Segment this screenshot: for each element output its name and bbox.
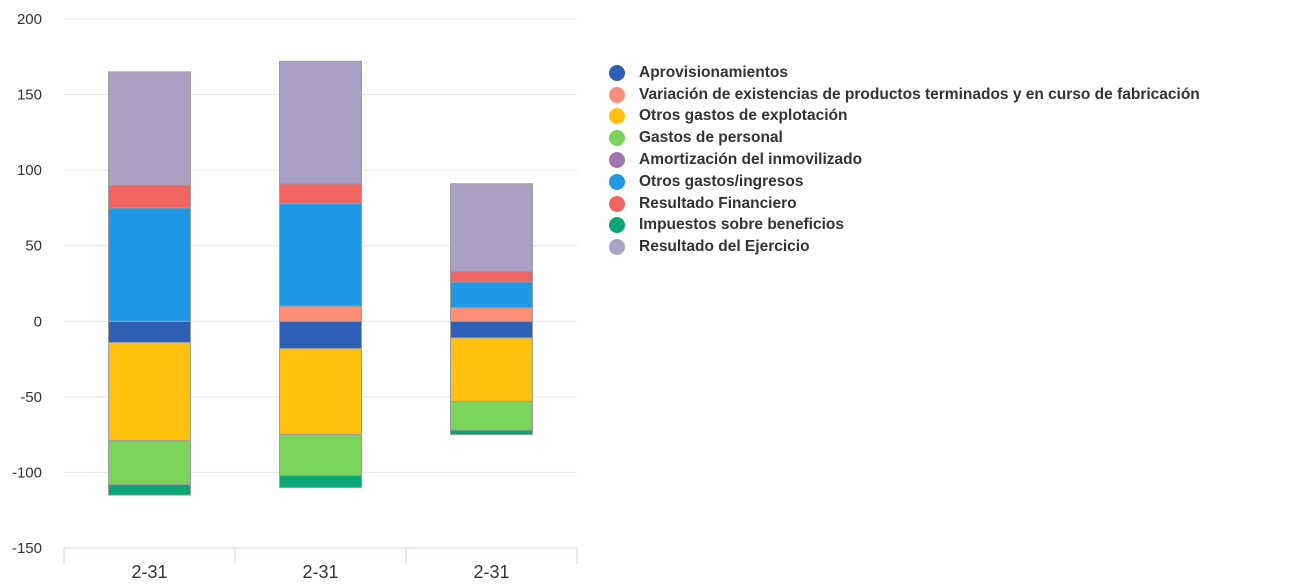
legend: Aprovisionamientos Variación de existenci… [609,62,1309,258]
legend-label: Aprovisionamientos [639,63,788,81]
legend-item[interactable]: Gastos de personal [609,127,1309,149]
legend-swatch [609,86,625,103]
legend-swatch [609,217,625,234]
x-tick-label: 2-31 [473,562,509,581]
legend-label: Amortización del inmovilizado [639,151,863,169]
bar-segment[interactable] [279,434,362,476]
bar-segment[interactable] [450,337,533,402]
bar-segment[interactable] [108,71,191,186]
x-tick-label: 2-31 [302,562,338,581]
legend-swatch [609,108,625,125]
legend-item[interactable]: Variación de existencias de productos te… [609,84,1309,106]
legend-swatch [609,239,625,256]
legend-label: Resultado del Ejercicio [639,238,810,256]
legend-item[interactable]: Otros gastos de explotación [609,106,1309,128]
bar-segment[interactable] [450,429,533,436]
y-tick-label: 100 [17,162,42,179]
legend-label: Resultado Financiero [639,194,797,212]
legend-swatch [609,173,625,190]
bar-segment[interactable] [450,320,533,339]
legend-label: Gastos de personal [639,129,783,147]
y-tick-label: -50 [20,389,42,406]
bars [108,60,533,496]
legend-item[interactable]: Aprovisionamientos [609,62,1309,84]
legend-swatch [609,64,625,81]
bar-segment[interactable] [450,183,533,272]
legend-item[interactable]: Amortización del inmovilizado [609,149,1309,171]
legend-item[interactable]: Otros gastos/ingresos [609,171,1309,193]
bar-segment[interactable] [279,60,362,185]
legend-label: Otros gastos de explotación [639,107,848,125]
y-tick-label: 150 [17,87,42,104]
bar-segment[interactable] [279,305,362,322]
chart-area: 200 150 100 50 0 -50 -100 -150 2-31 2-31 2-31 [0,0,600,582]
stacked-bar-chart: 200 150 100 50 0 -50 -100 -150 2-31 2-31 2-31 [12,11,578,582]
legend-item[interactable]: Resultado Financiero [609,193,1309,215]
y-tick-label: 0 [34,313,42,330]
legend-item[interactable]: Resultado del Ejercicio [609,236,1309,258]
legend-label: Otros gastos/ingresos [639,172,804,190]
y-tick-label: 200 [17,11,42,28]
bar-segment[interactable] [108,484,191,496]
legend-label: Variación de existencias de productos te… [639,85,1200,103]
legend-swatch [609,152,625,169]
legend-item[interactable]: Impuestos sobre beneficios [609,215,1309,237]
bar-segment[interactable] [279,347,362,436]
bar-segment[interactable] [279,183,362,204]
legend-swatch [609,130,625,147]
bar-segment[interactable] [108,184,191,209]
bar-segment[interactable] [108,440,191,486]
x-tick-label: 2-31 [131,562,167,581]
bar-segment[interactable] [450,281,533,309]
legend-label: Impuestos sobre beneficios [639,216,844,234]
bar-segment[interactable] [279,202,362,307]
bar-segment[interactable] [450,400,533,431]
bar-segment[interactable] [108,341,191,442]
bar-segment[interactable] [450,307,533,322]
bar-segment[interactable] [279,320,362,349]
bar-segment[interactable] [450,270,533,283]
legend-swatch [609,195,625,212]
bar-segment[interactable] [279,474,362,489]
y-tick-label: -100 [12,464,42,481]
bar-segment[interactable] [108,320,191,343]
y-axis: 200 150 100 50 0 -50 -100 -150 [12,11,42,557]
y-tick-label: 50 [25,238,42,255]
y-tick-label: -150 [12,540,42,557]
x-axis: 2-31 2-31 2-31 [63,547,578,582]
bar-segment[interactable] [108,207,191,322]
